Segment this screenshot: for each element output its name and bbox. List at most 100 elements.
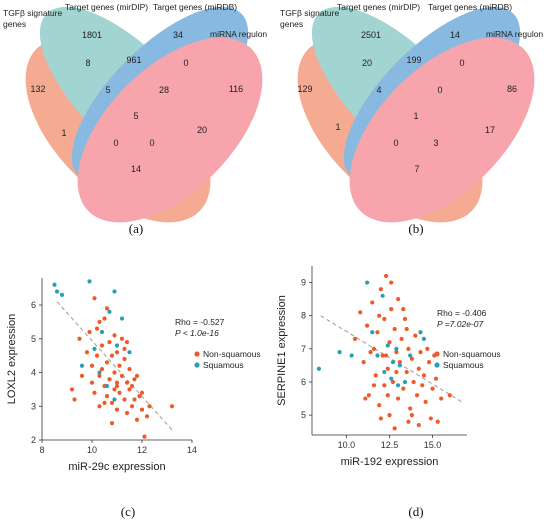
scatter-point [370, 300, 375, 305]
count: 17 [485, 125, 495, 135]
scatter-point [396, 297, 401, 302]
scatter-point [89, 363, 95, 368]
scatter-point [382, 316, 387, 322]
set-label-tgfb-line1: TGFβ signature [3, 8, 62, 18]
scatter-point [87, 279, 92, 284]
p-value-label: P < 1.0e-16 [175, 328, 219, 338]
scatter-point [114, 343, 120, 348]
set-label-mirdb: Target genes (miRDB) [428, 2, 512, 12]
set-label-tgfb-line1: TGFβ signature [280, 8, 339, 18]
scatter-point [377, 403, 382, 408]
count: 4 [376, 85, 381, 95]
scatter-point [397, 359, 402, 365]
count: 0 [183, 58, 188, 68]
scatter-point [433, 376, 439, 381]
count: 7 [414, 164, 419, 174]
count: 0 [437, 85, 442, 95]
set-label-tgfb-line2: genes [3, 19, 26, 29]
scatter-point [142, 434, 147, 439]
count: 5 [133, 111, 138, 121]
scatter-point [119, 373, 125, 378]
count: 1 [413, 111, 418, 121]
rho-label: Rho = -0.527 [175, 317, 225, 327]
scatter-point [366, 393, 371, 398]
scatter-point [79, 363, 85, 368]
scatter-point [352, 336, 358, 342]
trend-line [56, 301, 173, 431]
scatter-point [112, 289, 117, 294]
y-tick-label: 7 [301, 344, 306, 354]
scatter-point [112, 370, 117, 375]
scatter-point [363, 396, 368, 401]
count: 1801 [82, 30, 102, 40]
scatter-point [137, 394, 142, 399]
set-label-regulon: miRNA regulon [486, 29, 543, 39]
scatter-point [97, 373, 102, 378]
scatter-point [409, 413, 414, 418]
scatter-point [97, 319, 102, 324]
x-tick-label: 12.5 [381, 440, 399, 450]
scatter-point [418, 350, 423, 355]
count: 8 [85, 58, 90, 68]
scatter-point [59, 292, 65, 297]
scatter-point [394, 346, 399, 351]
scatter-point [378, 287, 383, 292]
scatter-point [390, 359, 396, 365]
scatter-point [132, 377, 137, 382]
set-label-mirdb: Target genes (miRDB) [153, 2, 237, 12]
scatter-point [365, 323, 370, 328]
scatter-point [54, 289, 60, 294]
scatter-point [380, 293, 385, 298]
count: 20 [197, 125, 207, 135]
scatter-point [134, 373, 140, 378]
scatter-point [365, 280, 370, 285]
count: 0 [393, 138, 398, 148]
scatter-point [402, 379, 408, 385]
count: 3 [433, 138, 438, 148]
count: 1 [335, 122, 340, 132]
scatter-point [104, 360, 110, 365]
scatter-point [392, 326, 397, 332]
venn-a-counts: 132 1801 34 116 8 961 0 5 28 1 5 20 0 0 … [30, 30, 243, 174]
scatter-point [396, 396, 401, 401]
scatter-point [104, 394, 110, 399]
scatter-point [109, 353, 115, 358]
scatter-point [420, 383, 425, 388]
count: 129 [297, 84, 312, 94]
count: 199 [406, 55, 421, 65]
scatter-point [147, 404, 152, 409]
venn-b-counts: 129 2501 14 86 20 199 0 4 0 1 1 17 0 3 7 [297, 30, 517, 174]
scatter-point [89, 380, 95, 385]
scatter-point [337, 350, 342, 355]
scatter-point [413, 333, 418, 338]
scatter-point [102, 400, 107, 405]
scatter-point [79, 373, 85, 378]
scatter-point [447, 393, 452, 398]
scatter-point [77, 336, 82, 341]
scatter-point [99, 343, 105, 348]
scatter-point [435, 419, 440, 424]
scatter-point [418, 330, 423, 335]
scatter-point [112, 387, 117, 392]
scatter-point [389, 376, 394, 381]
scatter-point [394, 350, 399, 355]
y-tick-label: 8 [301, 311, 306, 321]
legend-label: Non-squamous [443, 349, 501, 359]
scatter-point [107, 340, 112, 345]
x-tick-label: 15.0 [424, 440, 442, 450]
y-tick-label: 5 [301, 410, 306, 420]
scatter-point [122, 397, 127, 402]
scatter-point [119, 316, 125, 321]
scatter-point [124, 380, 130, 385]
y-tick-label: 6 [31, 300, 36, 310]
y-tick-label: 9 [301, 278, 306, 288]
y-axis-label: SERPINE1 expression [276, 295, 288, 406]
scatter-point [349, 353, 354, 358]
x-tick-label: 8 [39, 445, 44, 455]
scatter-point [127, 367, 132, 372]
scatter-point [119, 336, 125, 341]
set-label-mirdip: Target genes (mirDIP) [337, 2, 420, 12]
scatter-point [117, 363, 122, 368]
y-tick-label: 2 [31, 435, 36, 445]
ellipse-regulon [349, 37, 535, 223]
